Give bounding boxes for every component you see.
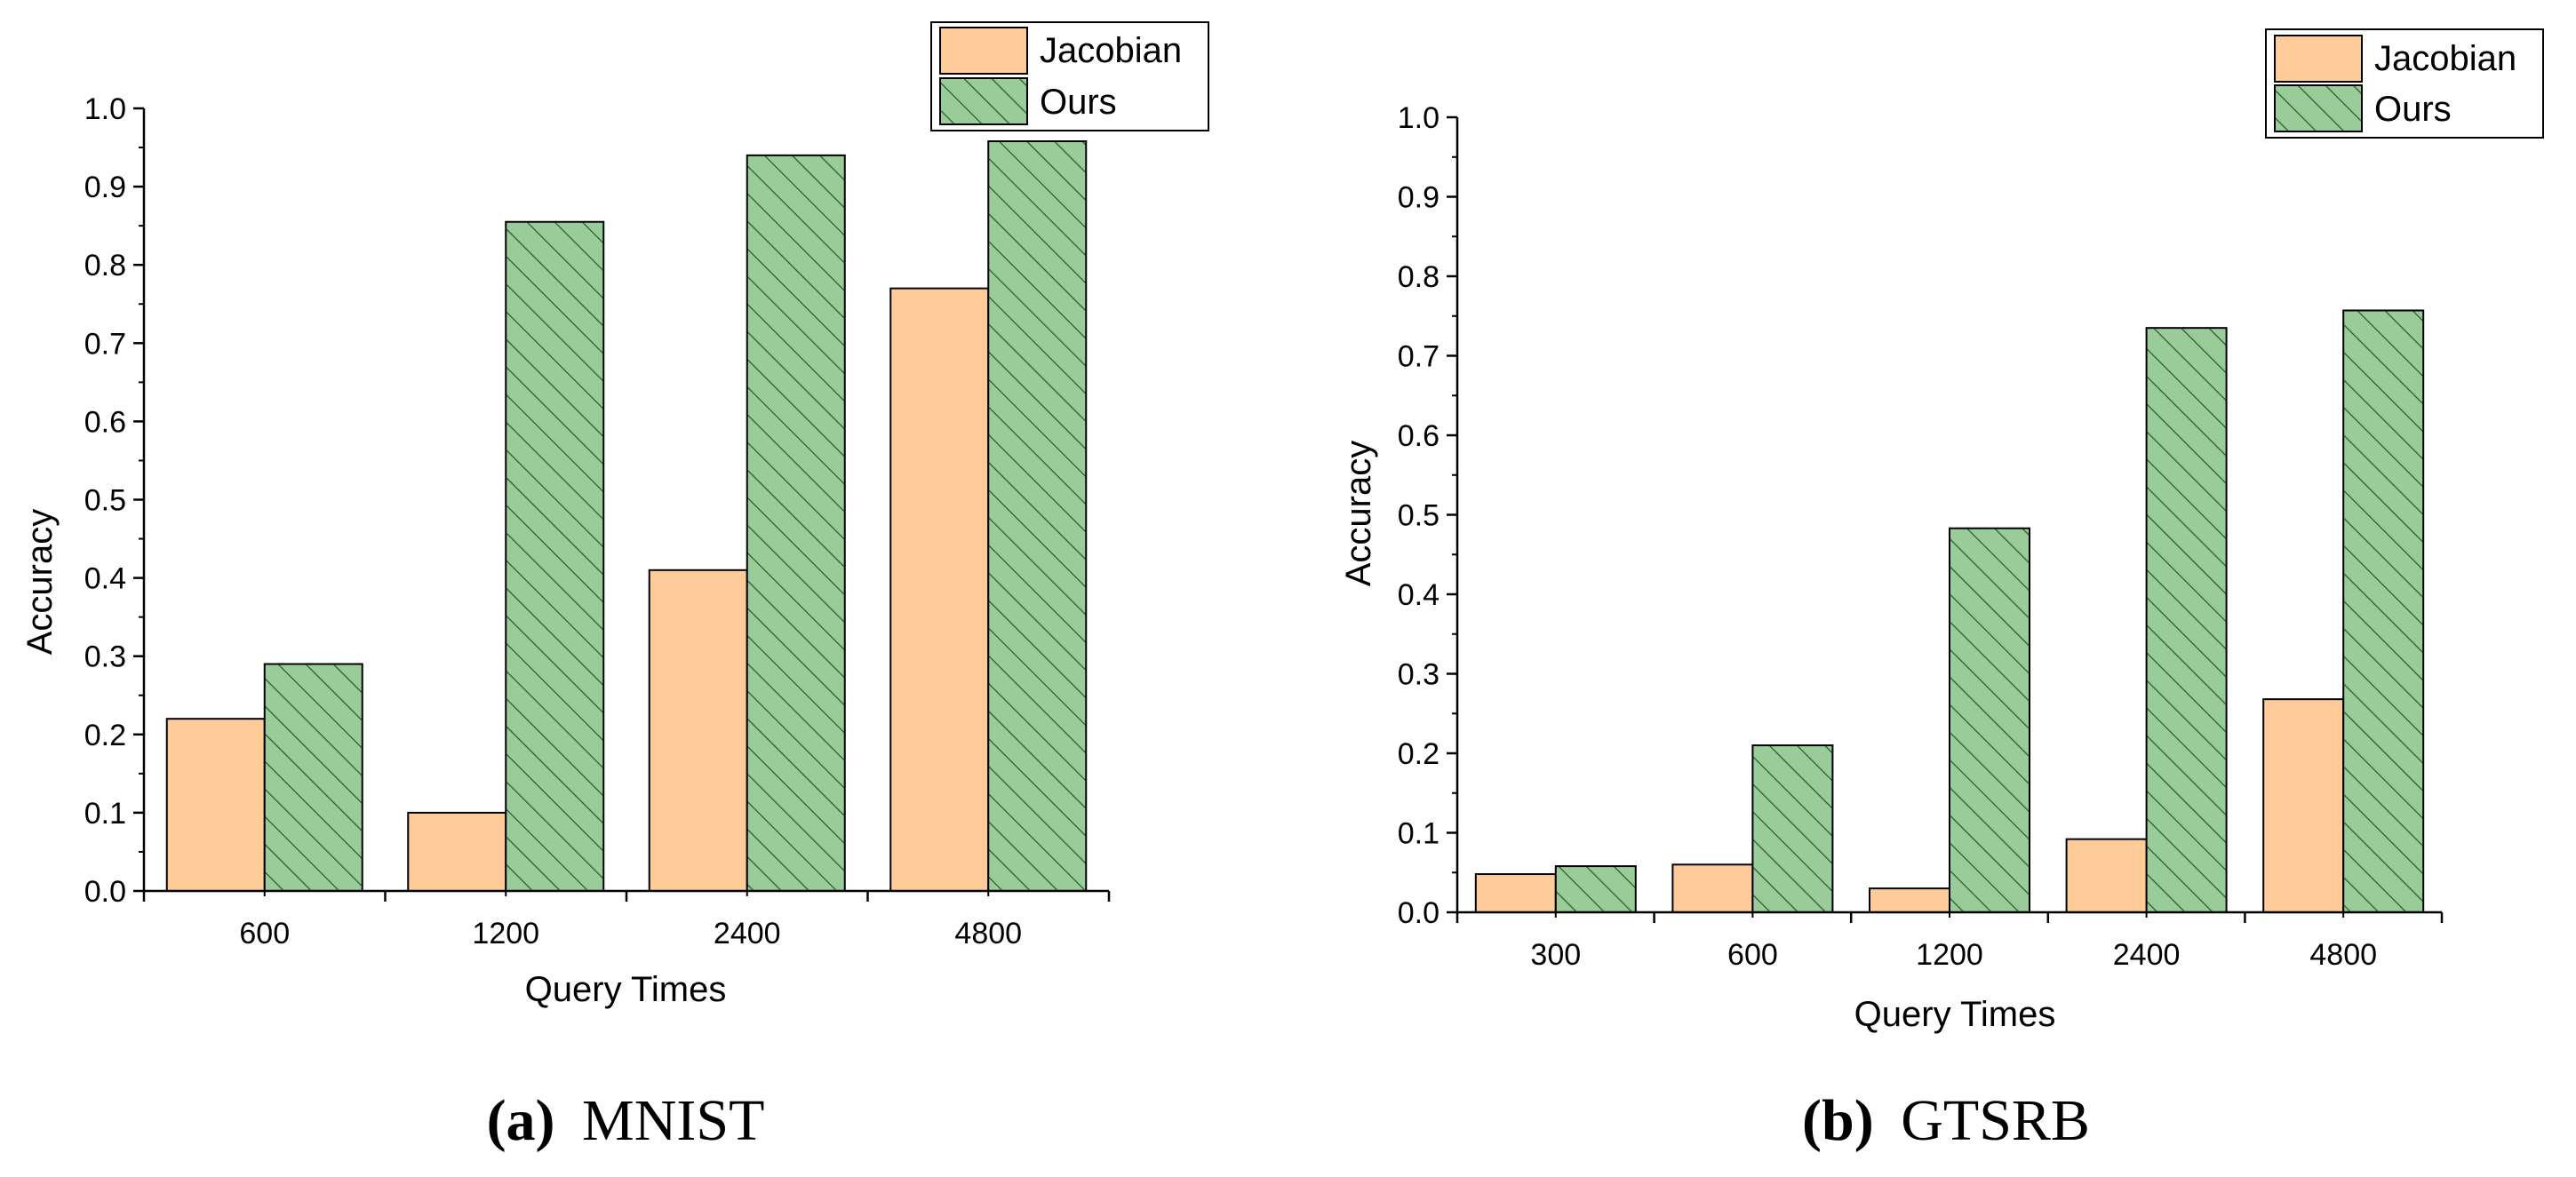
y-tick-label: 0.8	[1398, 260, 1440, 294]
y-tick-label: 0.9	[84, 171, 126, 204]
legend-swatch-ours	[939, 77, 1028, 125]
axes-group: 0.0 0.1 0.2 0.3 0.4 0.5 0.6 0.7 0.8 0.9 1.0 600 1200…	[84, 92, 1111, 950]
y-tick-label: 0.4	[84, 562, 126, 596]
y-tick-label: 0.2	[84, 719, 126, 752]
x-tick-label: 2400	[2113, 938, 2181, 972]
bar-ours-2400	[2145, 327, 2228, 913]
bar-ours-4800	[2342, 309, 2425, 913]
chart-panel-mnist: 0.0 0.1 0.2 0.3 0.4 0.5 0.6 0.7 0.8 0.9 1.0 600 1200…	[20, 21, 1209, 1153]
y-tick-label: 0.9	[1398, 181, 1440, 215]
x-tick-label: 1200	[1916, 938, 1983, 972]
bar-ours-1200	[505, 220, 605, 892]
x-tick-label: 300	[1530, 938, 1581, 972]
bar-jacobian-2400	[648, 569, 748, 892]
legend-label-jacobian: Jacobian	[1040, 31, 1182, 70]
legend-label-ours: Ours	[1040, 83, 1117, 122]
legend: Jacobian Ours	[930, 21, 1209, 131]
caption-a: (a) MNIST	[487, 1088, 765, 1153]
caption-text: GTSRB	[1901, 1088, 2090, 1153]
bar-jacobian-300	[1474, 873, 1557, 913]
bar-ours-300	[1554, 865, 1637, 914]
y-tick-label: 0.7	[1398, 340, 1440, 374]
legend-label-ours: Ours	[2374, 90, 2452, 129]
y-tick-label: 0.6	[84, 405, 126, 439]
x-tick-label: 600	[1727, 938, 1778, 972]
axes-group: 0.0 0.1 0.2 0.3 0.4 0.5 0.6 0.7 0.8 0.9 1.0 300 600 1…	[1398, 101, 2444, 972]
y-tick-label: 0.6	[1398, 419, 1440, 453]
legend-swatch-ours	[2274, 84, 2363, 132]
y-tick-label: 0.0	[84, 875, 126, 909]
y-tick-label: 0.7	[84, 327, 126, 361]
y-axis-label: Accuracy	[1339, 441, 1378, 587]
legend-swatch-jacobian	[2274, 35, 2363, 83]
bars-group	[1474, 309, 2425, 914]
bar-jacobian-600	[1671, 863, 1754, 913]
y-tick-label: 0.3	[84, 640, 126, 674]
y-tick-label: 0.8	[84, 249, 126, 282]
y-tick-label: 0.1	[1398, 817, 1440, 851]
y-tick-label: 0.5	[1398, 499, 1440, 533]
x-tick-label: 600	[239, 917, 290, 950]
legend-label-jacobian: Jacobian	[2374, 39, 2516, 78]
bar-ours-1200	[1949, 527, 2030, 914]
y-tick-label: 0.2	[1398, 737, 1440, 771]
y-tick-label: 0.3	[1398, 658, 1440, 692]
bar-jacobian-1200	[1869, 887, 1950, 914]
bar-jacobian-600	[165, 718, 266, 892]
legend: Jacobian Ours	[2265, 28, 2544, 139]
bar-ours-4800	[987, 140, 1088, 892]
chart-panel-gtsrb: 0.0 0.1 0.2 0.3 0.4 0.5 0.6 0.7 0.8 0.9 1.0 300 600 1…	[1339, 28, 2544, 1153]
y-tick-label: 0.0	[1398, 896, 1440, 930]
x-tick-label: 1200	[472, 917, 539, 950]
caption-letter: (a)	[487, 1088, 555, 1153]
y-tick-label: 1.0	[84, 92, 126, 126]
y-tick-label: 0.5	[84, 484, 126, 518]
y-tick-label: 0.1	[84, 797, 126, 831]
caption-text: MNIST	[582, 1088, 764, 1153]
x-tick-label: 2400	[714, 917, 781, 950]
bar-jacobian-4800	[2262, 698, 2345, 914]
bar-ours-600	[1751, 744, 1834, 913]
y-axis-label: Accuracy	[20, 509, 60, 656]
bar-jacobian-2400	[2065, 838, 2148, 913]
x-axis-label: Query Times	[1854, 995, 2056, 1034]
y-tick-label: 1.0	[1398, 101, 1440, 135]
bar-jacobian-1200	[407, 811, 507, 893]
bars-group	[165, 140, 1088, 893]
bar-ours-2400	[746, 154, 846, 893]
legend-swatch-jacobian	[939, 27, 1028, 75]
x-axis-label: Query Times	[525, 970, 727, 1009]
caption-b: (b) GTSRB	[1802, 1088, 2090, 1153]
y-tick-label: 0.4	[1398, 578, 1440, 612]
x-tick-label: 4800	[954, 917, 1022, 950]
caption-letter: (b)	[1802, 1088, 1874, 1153]
bar-ours-600	[263, 663, 363, 893]
x-tick-label: 4800	[2309, 938, 2377, 972]
bar-jacobian-4800	[889, 287, 990, 892]
